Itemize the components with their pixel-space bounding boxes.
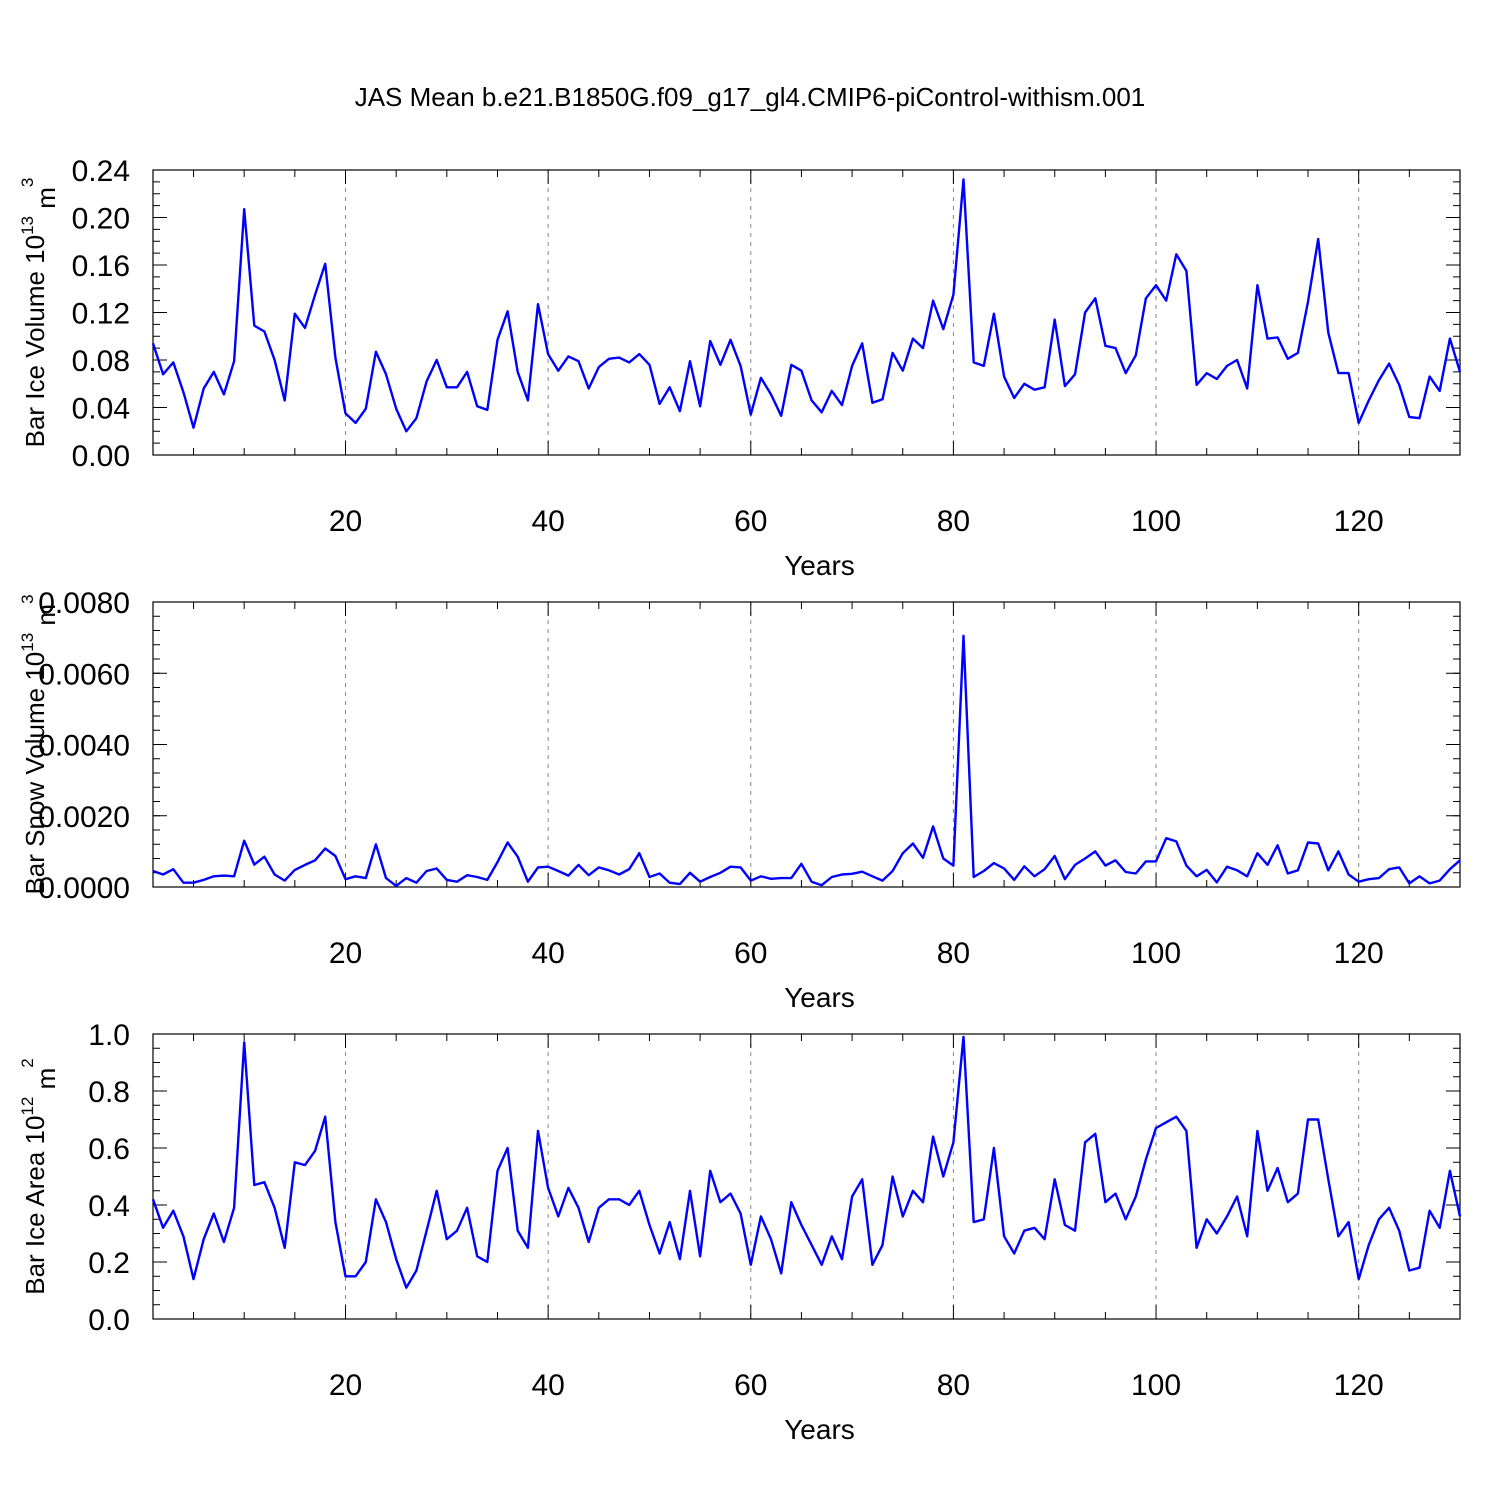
x-axis-label: Years (784, 982, 855, 1013)
y-tick-label: 0.0000 (38, 872, 130, 905)
x-axis-label: Years (784, 1414, 855, 1445)
x-tick-label: 100 (1131, 937, 1181, 970)
x-tick-label: 40 (531, 937, 564, 970)
x-tick-label: 60 (734, 505, 767, 538)
y-tick-label: 0.0060 (38, 658, 130, 691)
y-axis-label-part: Bar Ice Area 10 (20, 1116, 50, 1295)
series-line (151, 178, 1462, 433)
x-tick-label: 20 (329, 1369, 362, 1402)
x-tick-label: 40 (531, 1369, 564, 1402)
y-axis-label: Bar Snow Volume 1013 m3 (18, 594, 61, 894)
y-tick-label: 0.24 (72, 155, 130, 188)
x-tick-label: 100 (1131, 1369, 1181, 1402)
y-tick-label: 0.8 (88, 1076, 130, 1109)
x-tick-label: 60 (734, 1369, 767, 1402)
y-tick-label: 0.0040 (38, 730, 130, 763)
y-tick-label: 0.0020 (38, 801, 130, 834)
x-tick-label: 20 (329, 937, 362, 970)
x-tick-label: 40 (531, 505, 564, 538)
y-axis-label-part: m (31, 1068, 61, 1097)
x-tick-label: 80 (937, 937, 970, 970)
plot-frame (152, 169, 1461, 456)
y-axis-label: Bar Ice Volume 1013 m3 (18, 178, 61, 448)
y-axis-label-part: 13 (18, 216, 37, 235)
y-axis-label-part: 2 (18, 1058, 37, 1067)
y-tick-label: 0.16 (72, 250, 130, 283)
y-tick-label: 0.04 (72, 393, 130, 426)
y-axis-label-part: m (31, 187, 61, 216)
y-tick-label: 0.0080 (38, 587, 130, 620)
y-axis-label-part: 13 (18, 633, 37, 652)
y-axis-label-part: m (31, 604, 61, 633)
y-tick-label: 0.08 (72, 345, 130, 378)
x-tick-label: 100 (1131, 505, 1181, 538)
y-axis-label: Bar Ice Area 1012 m2 (18, 1058, 61, 1295)
series-line (151, 1035, 1462, 1289)
y-axis-label-part: 3 (18, 178, 37, 187)
x-tick-label: 80 (937, 505, 970, 538)
y-tick-label: 0.20 (72, 203, 130, 236)
plot-frame (152, 601, 1461, 888)
y-tick-label: 0.00 (72, 440, 130, 473)
series-line (152, 634, 1461, 888)
y-tick-label: 0.6 (88, 1133, 130, 1166)
x-tick-label: 120 (1334, 937, 1384, 970)
x-tick-label: 120 (1334, 1369, 1384, 1402)
y-tick-label: 0.12 (72, 298, 130, 331)
x-tick-label: 120 (1334, 505, 1384, 538)
y-axis-label-part: 12 (18, 1097, 37, 1116)
panel-3: 20 40 60 80 100 120 0.0 0.2 0.4 0.6 0.8 1.0 Years Bar… (18, 1019, 1462, 1445)
x-axis-label: Years (784, 550, 855, 581)
x-tick-label: 20 (329, 505, 362, 538)
x-tick-label: 80 (937, 1369, 970, 1402)
y-tick-label: 0.0 (88, 1304, 130, 1337)
y-tick-label: 0.2 (88, 1247, 130, 1280)
y-axis-label-part: Bar Snow Volume 10 (20, 652, 50, 895)
y-axis-label-part: Bar Ice Volume 10 (20, 235, 50, 447)
y-tick-label: 0.4 (88, 1190, 130, 1223)
panel-2: 20 40 60 80 100 120 0.0000 0.0020 0.0040 0.0060 0.… (18, 587, 1461, 1013)
panel-1: 20 40 60 80 100 120 0.00 0.04 0.08 0.12 0.16 0.20 0.… (18, 155, 1462, 581)
chart-title: JAS Mean b.e21.B1850G.f09_g17_gl4.CMIP6-… (355, 82, 1146, 112)
x-tick-label: 60 (734, 937, 767, 970)
y-axis-label-part: 3 (18, 594, 37, 603)
y-tick-label: 1.0 (88, 1019, 130, 1052)
